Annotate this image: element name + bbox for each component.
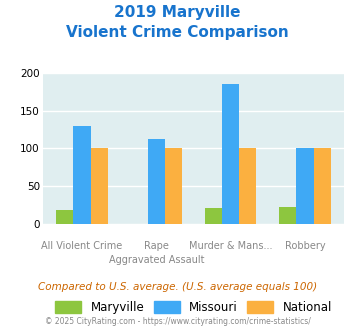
Text: Aggravated Assault: Aggravated Assault <box>109 255 204 265</box>
Bar <box>91 148 108 224</box>
Bar <box>279 207 296 224</box>
Bar <box>222 84 239 224</box>
Text: Robbery: Robbery <box>285 241 325 251</box>
Bar <box>165 148 182 224</box>
Text: Rape: Rape <box>144 241 169 251</box>
Text: 2019 Maryville: 2019 Maryville <box>114 5 241 20</box>
Text: All Violent Crime: All Violent Crime <box>41 241 122 251</box>
Legend: Maryville, Missouri, National: Maryville, Missouri, National <box>51 297 335 317</box>
Text: Murder & Mans...: Murder & Mans... <box>189 241 272 251</box>
Text: © 2025 CityRating.com - https://www.cityrating.com/crime-statistics/: © 2025 CityRating.com - https://www.city… <box>45 317 310 326</box>
Text: Violent Crime Comparison: Violent Crime Comparison <box>66 25 289 40</box>
Bar <box>73 126 91 224</box>
Bar <box>239 148 256 224</box>
Bar <box>56 210 73 224</box>
Text: Compared to U.S. average. (U.S. average equals 100): Compared to U.S. average. (U.S. average … <box>38 282 317 292</box>
Bar <box>313 148 331 224</box>
Bar <box>296 148 313 224</box>
Bar <box>148 139 165 224</box>
Bar <box>205 209 222 224</box>
